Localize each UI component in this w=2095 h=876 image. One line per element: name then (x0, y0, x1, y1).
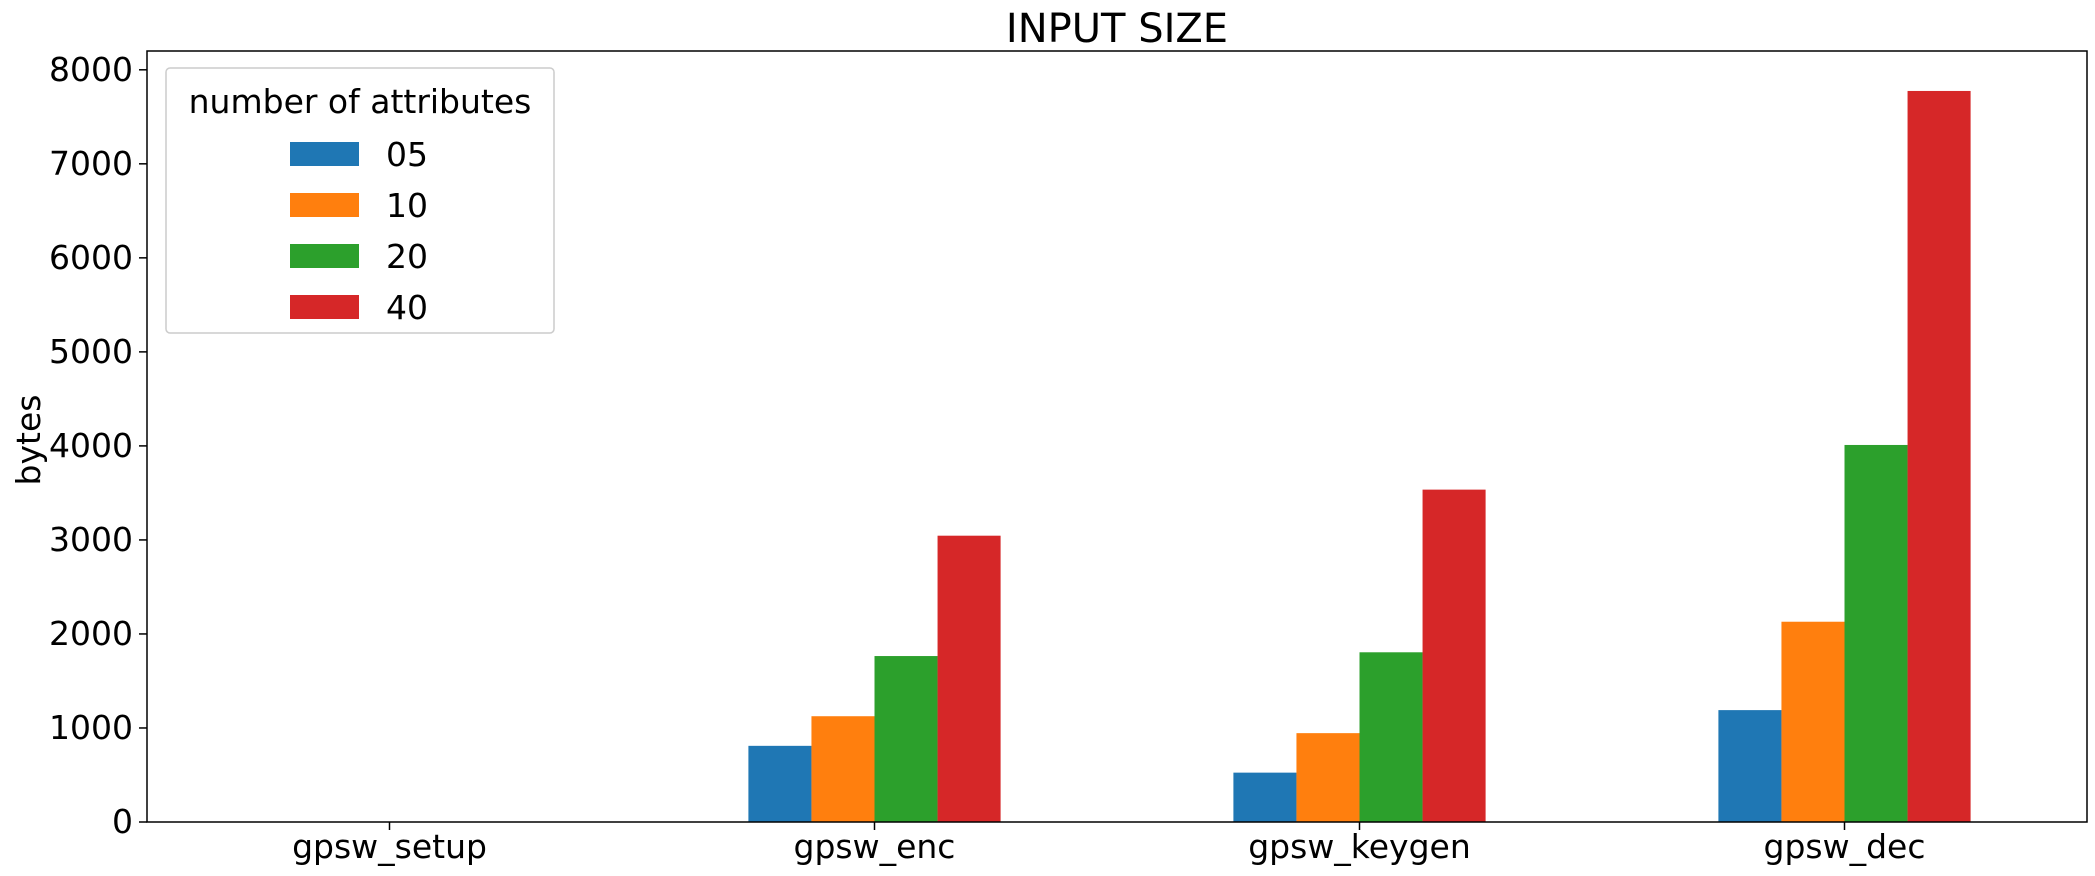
legend-swatch-40 (290, 295, 359, 319)
legend-title: number of attributes (189, 82, 532, 121)
bar-gpsw_enc-40 (937, 535, 1001, 822)
bar-gpsw_keygen-10 (1296, 733, 1360, 822)
x-tick-label: gpsw_dec (1764, 827, 1926, 866)
bar-gpsw_dec-40 (1907, 90, 1971, 822)
y-tick-label: 4000 (49, 426, 133, 465)
y-tick-label: 1000 (49, 708, 133, 747)
bar-gpsw_enc-10 (811, 716, 875, 822)
y-axis-label: bytes (9, 395, 48, 486)
y-tick-label: 2000 (49, 614, 133, 653)
bars-group (748, 90, 1971, 822)
y-axis-ticks: 0 1000 2000 3000 4000 5000 6000 7000 8000 (49, 50, 147, 841)
plot-frame (146, 50, 2088, 823)
y-tick-label: 7000 (49, 144, 133, 183)
bar-gpsw_dec-20 (1844, 444, 1908, 822)
legend-label-20: 20 (386, 237, 428, 276)
x-tick-label: gpsw_keygen (1248, 827, 1471, 866)
legend-swatch-05 (290, 142, 359, 166)
legend-swatch-20 (290, 244, 359, 268)
bar-gpsw_keygen-20 (1359, 652, 1423, 822)
bar-gpsw_keygen-05 (1233, 772, 1297, 822)
y-tick-label: 6000 (49, 238, 133, 277)
x-axis-ticks: gpsw_setup gpsw_enc gpsw_keygen gpsw_dec (292, 822, 1925, 866)
bar-gpsw_enc-20 (874, 656, 938, 822)
x-tick-label: gpsw_setup (292, 827, 487, 866)
y-tick-label: 0 (112, 802, 133, 841)
y-tick-label: 5000 (49, 332, 133, 371)
legend-label-05: 05 (386, 135, 428, 174)
y-tick-label: 3000 (49, 520, 133, 559)
chart-title: INPUT SIZE (1006, 6, 1228, 52)
legend-items: 05 10 20 40 (290, 135, 428, 327)
bar-gpsw_dec-05 (1718, 710, 1782, 822)
legend: number of attributes 05 10 20 40 (165, 67, 555, 334)
x-tick-label: gpsw_enc (794, 827, 956, 866)
bar-gpsw_enc-05 (748, 745, 812, 822)
legend-label-40: 40 (386, 288, 428, 327)
legend-box (165, 67, 555, 334)
bar-gpsw_keygen-40 (1422, 489, 1486, 822)
legend-swatch-10 (290, 193, 359, 217)
y-tick-label: 8000 (49, 50, 133, 89)
bar-gpsw_dec-10 (1781, 621, 1845, 822)
legend-label-10: 10 (386, 186, 428, 225)
